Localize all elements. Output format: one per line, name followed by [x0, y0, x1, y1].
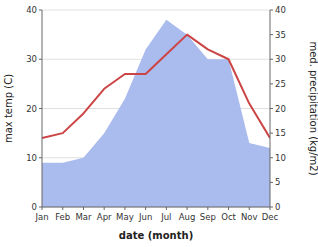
y2-tick: [270, 34, 273, 35]
x-tick: [62, 207, 63, 210]
y2-tick: [270, 83, 273, 84]
x-tick-label: Dec: [262, 212, 279, 222]
x-tick: [187, 207, 188, 210]
x-axis-title: date (month): [119, 230, 193, 241]
plot-area: [42, 20, 270, 207]
chart: JanFebMarAprMayJunJulAugSepOctNovDec0102…: [0, 0, 318, 247]
y2-axis-title: med. precipitation (kg/m2): [308, 41, 318, 175]
y2-tick-label: 15: [275, 128, 286, 138]
precipitation-area: [42, 20, 270, 207]
y-tick: [39, 207, 42, 208]
y2-tick: [270, 207, 273, 208]
y-tick-label: 30: [26, 54, 37, 64]
x-tick-label: Jul: [160, 212, 171, 222]
x-tick: [249, 207, 250, 210]
x-tick: [166, 207, 167, 210]
y-tick-label: 0: [32, 202, 37, 212]
y2-tick: [270, 59, 273, 60]
grid: [42, 10, 270, 207]
x-tick: [104, 207, 105, 210]
y2-tick-label: 5: [275, 177, 280, 187]
y-tick-label: 20: [26, 104, 37, 114]
y2-tick: [270, 182, 273, 183]
y2-tick: [270, 157, 273, 158]
y-tick: [39, 157, 42, 158]
x-tick: [83, 207, 84, 210]
y2-tick: [270, 10, 273, 11]
temperature-line: [42, 35, 270, 138]
y-tick: [39, 59, 42, 60]
x-tick-label: Aug: [179, 212, 196, 222]
y-tick: [39, 108, 42, 109]
x-tick: [207, 207, 208, 210]
x-axis-line: [42, 207, 270, 208]
y2-tick-label: 30: [275, 54, 286, 64]
x-tick-label: Feb: [55, 212, 70, 222]
x-tick: [124, 207, 125, 210]
y2-tick-label: 0: [275, 202, 280, 212]
y2-tick-label: 35: [275, 30, 286, 40]
x-tick-label: Oct: [221, 212, 236, 222]
y-tick-label: 10: [26, 153, 37, 163]
y-tick: [39, 10, 42, 11]
y2-tick-label: 10: [275, 153, 286, 163]
grid-line: [42, 207, 270, 208]
grid-line: [42, 10, 270, 11]
y2-tick-label: 40: [275, 5, 286, 15]
x-tick-label: Sep: [200, 212, 216, 222]
x-tick-label: Jun: [138, 212, 152, 222]
x-tick-label: Apr: [97, 212, 112, 222]
y2-tick: [270, 108, 273, 109]
x-tick: [145, 207, 146, 210]
x-tick-label: May: [116, 212, 134, 222]
x-tick-label: Mar: [75, 212, 92, 222]
y2-tick-label: 25: [275, 79, 286, 89]
y-tick-label: 40: [26, 5, 37, 15]
x-tick-label: Jan: [34, 212, 48, 222]
x-tick-label: Nov: [241, 212, 258, 222]
y-axis-title: max temp (C): [3, 74, 14, 143]
x-tick: [228, 207, 229, 210]
axes: JanFebMarAprMayJunJulAugSepOctNovDec0102…: [26, 5, 286, 222]
y2-tick: [270, 133, 273, 134]
y2-tick-label: 20: [275, 104, 286, 114]
